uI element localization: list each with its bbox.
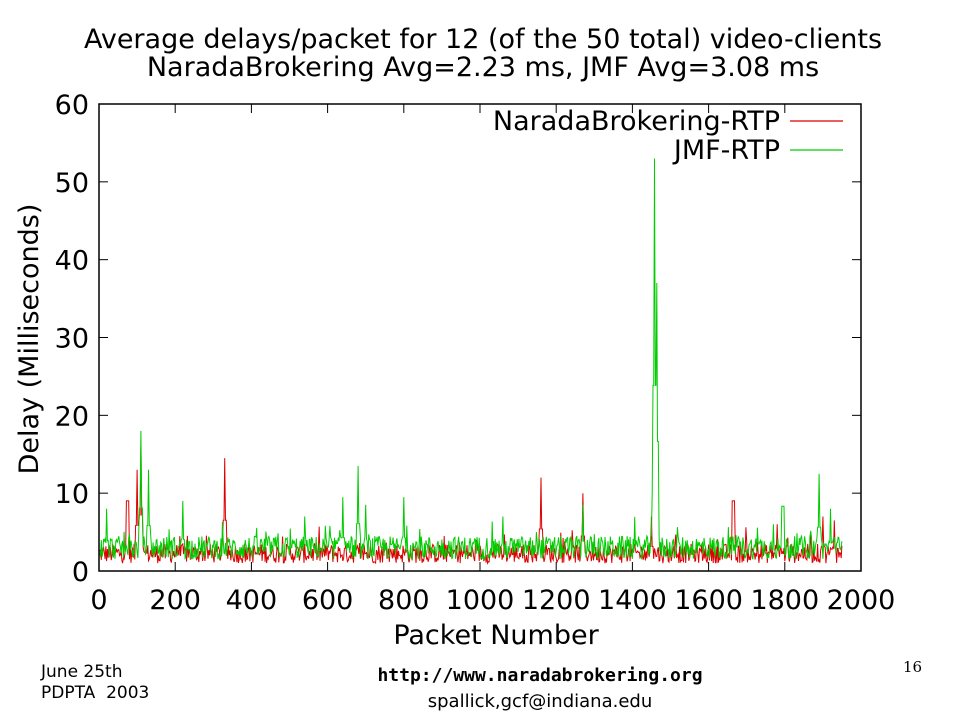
x-tick-label: 600 [302,585,354,616]
series-line-1 [98,158,843,561]
footer-conference: PDPTA 2003 [41,683,150,703]
axis-ticks: 0 200 400 600 800 1000 1200 1400 1600 1800 2000 0 10… [55,90,896,616]
x-axis-label: Packet Number [393,620,599,651]
y-tick-label: 10 [55,479,89,510]
footer-date: June 25th [41,662,123,682]
plot-series [98,158,843,566]
y-axis-label: Delay (Milliseconds) [14,204,45,475]
chart: Average delays/packet for 12 (of the 50 … [14,24,896,651]
x-tick-label: 1200 [522,585,591,616]
footer-center: http://www.naradabrokering.org spallick,… [0,663,960,715]
x-tick-label: 1000 [446,585,515,616]
chart-subtitle: NaradaBrokering Avg=2.23 ms, JMF Avg=3.0… [147,52,819,83]
x-tick-label: 1400 [598,585,667,616]
page-number: 16 [903,658,923,676]
legend-label: JMF-RTP [672,135,780,166]
x-tick-label: 1600 [674,585,743,616]
y-tick-label: 20 [55,401,89,432]
chart-title: Average delays/packet for 12 (of the 50 … [84,24,882,55]
y-tick-label: 30 [55,324,89,355]
footer-email: spallick,gcf@indiana.edu [427,691,653,712]
y-tick-label: 40 [55,246,89,277]
y-tick-label: 0 [72,557,89,588]
y-tick-label: 60 [55,90,89,121]
footer-left: June 25th PDPTA 2003 [41,662,149,704]
x-tick-label: 2000 [827,585,896,616]
x-tick-label: 800 [378,585,430,616]
x-tick-label: 1800 [750,585,819,616]
footer-url[interactable]: http://www.naradabrokering.org [377,665,703,686]
legend-label: NaradaBrokering-RTP [493,106,780,137]
x-tick-label: 400 [226,585,278,616]
y-tick-label: 50 [55,168,89,199]
plot-frame [98,103,862,572]
x-tick-label: 0 [90,585,107,616]
x-tick-label: 200 [149,585,201,616]
